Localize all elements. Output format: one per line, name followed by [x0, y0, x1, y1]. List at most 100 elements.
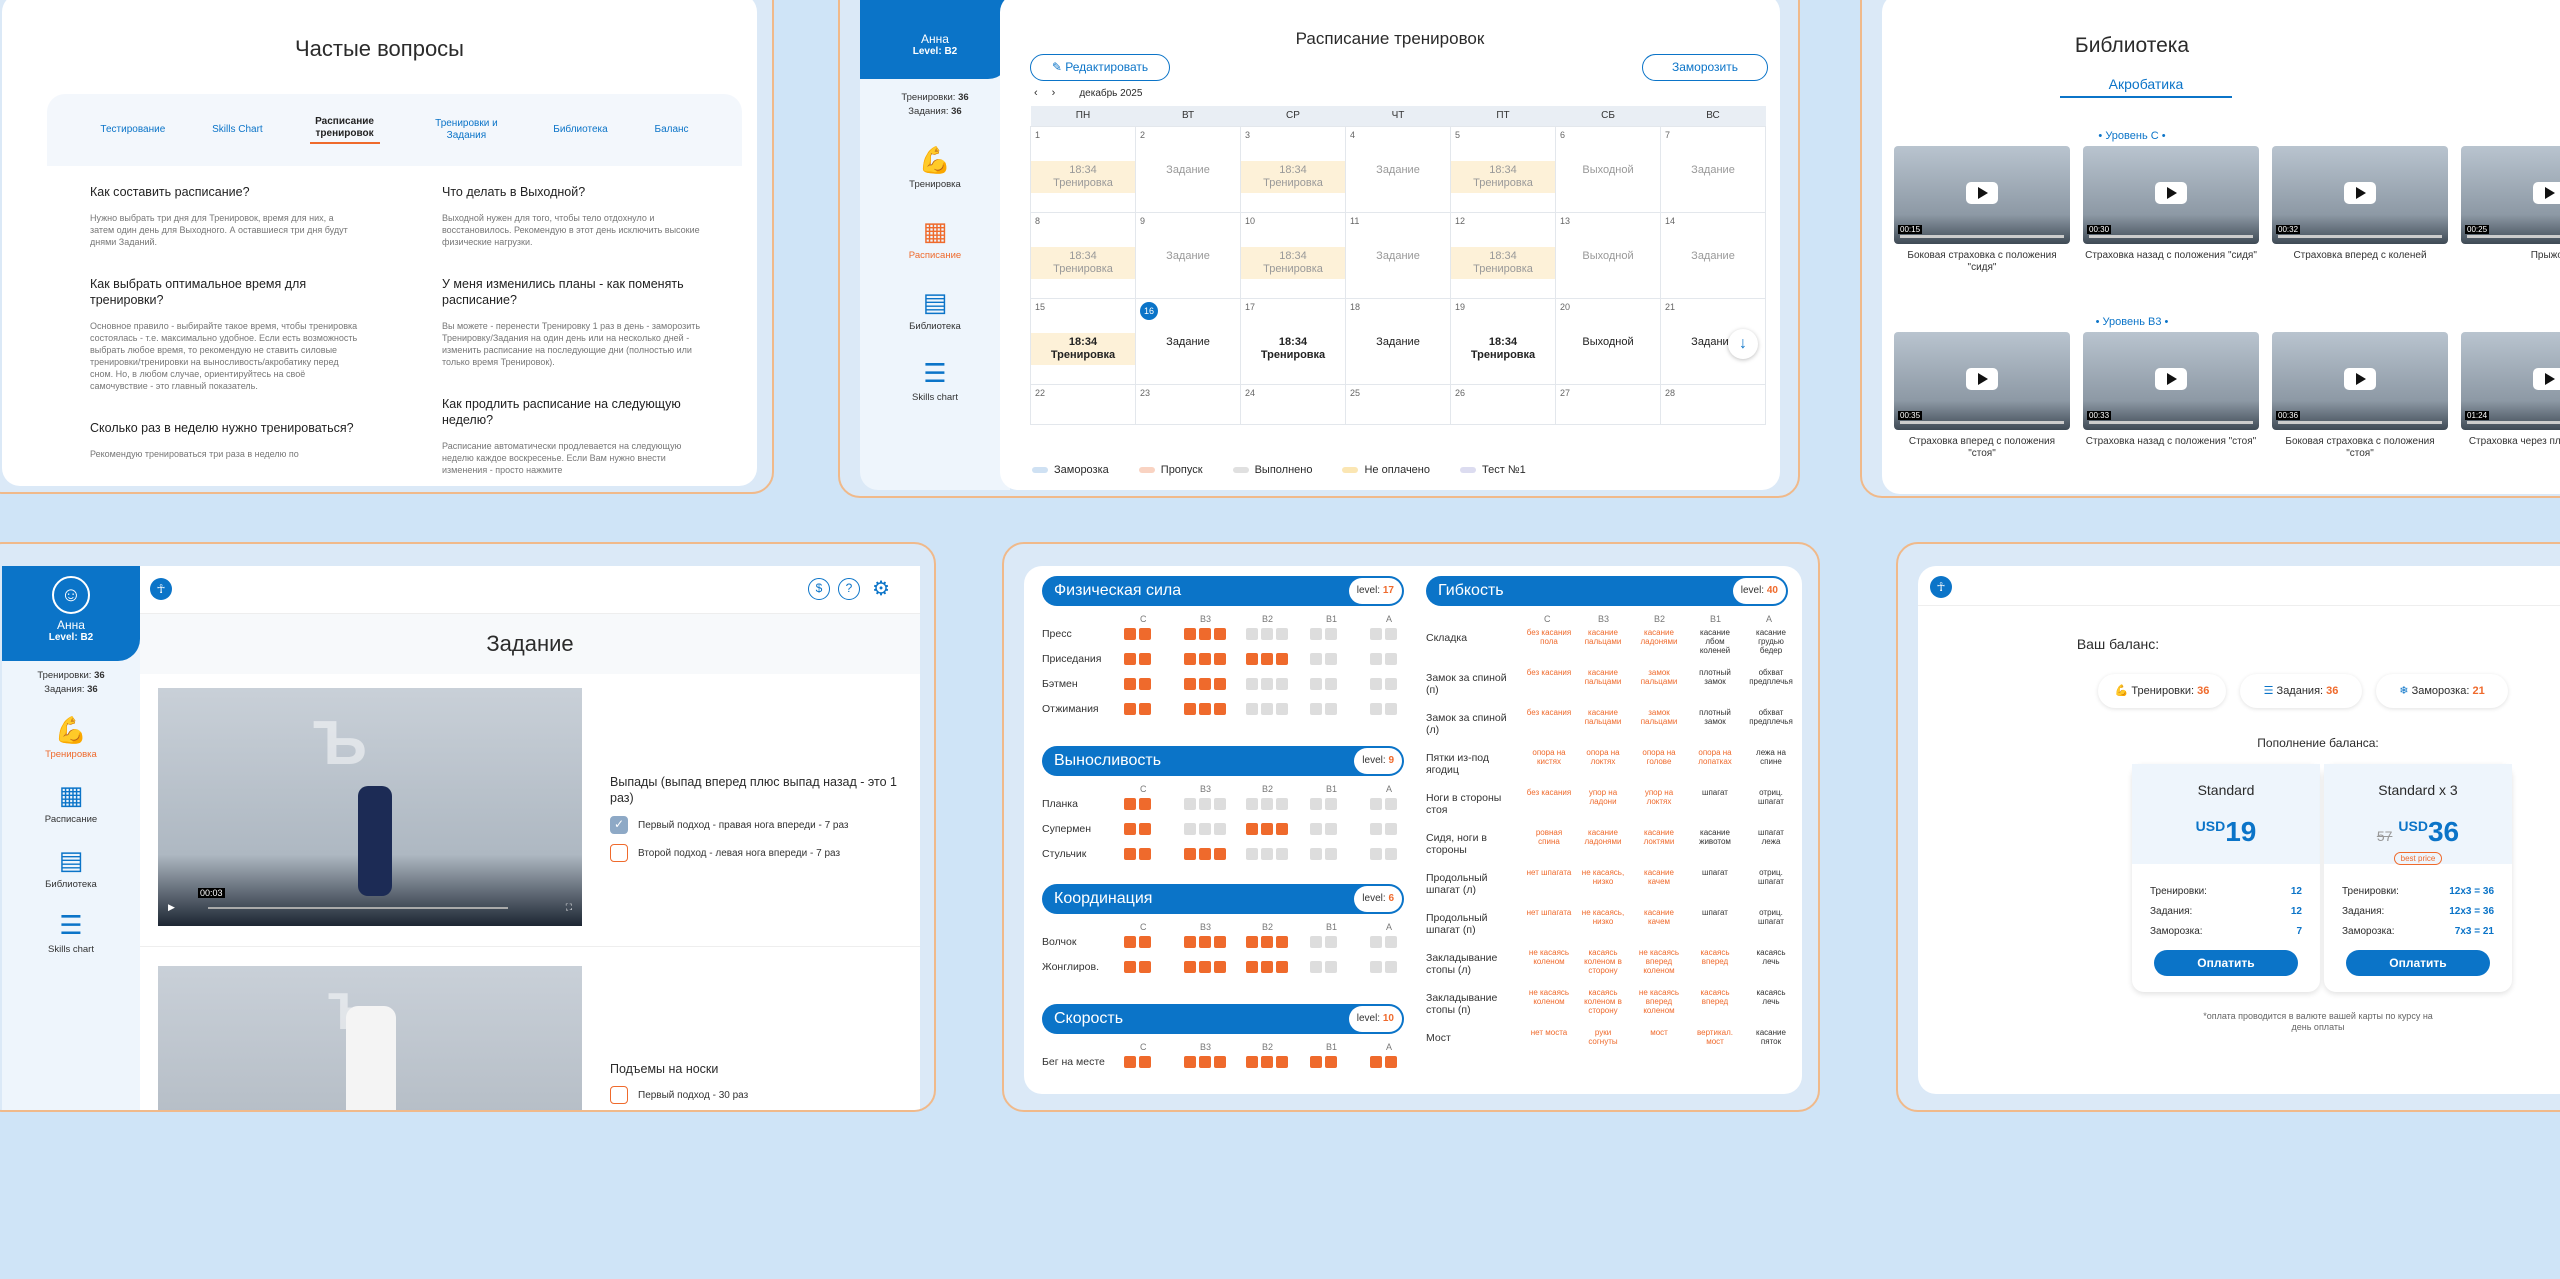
skill-cell[interactable]: [1276, 628, 1288, 640]
skill-cell[interactable]: [1310, 703, 1322, 715]
skill-cell[interactable]: [1124, 703, 1136, 715]
skill-level[interactable]: не касаясь вперед коленом: [1638, 948, 1680, 975]
skill-level[interactable]: отриц. шпагат: [1758, 788, 1784, 806]
skill-cell[interactable]: [1370, 1056, 1382, 1068]
skill-level[interactable]: касаясь лечь: [1756, 948, 1786, 966]
skill-level[interactable]: не касаясь вперед коленом: [1638, 988, 1680, 1015]
skill-cell[interactable]: [1385, 628, 1397, 640]
skill-cell[interactable]: [1276, 653, 1288, 665]
skill-cell[interactable]: [1199, 678, 1211, 690]
skill-cell[interactable]: [1325, 1056, 1337, 1068]
skill-cell[interactable]: [1124, 823, 1136, 835]
logo-icon[interactable]: ☥: [1930, 576, 1952, 598]
dollar-icon[interactable]: $: [808, 578, 830, 600]
skill-cell[interactable]: [1310, 936, 1322, 948]
skill-cell[interactable]: [1139, 1056, 1151, 1068]
tab-trainings[interactable]: Тренировки и Задания: [435, 118, 498, 141]
calendar-day[interactable]: 28: [1660, 383, 1766, 425]
skill-cell[interactable]: [1325, 798, 1337, 810]
skill-level[interactable]: касание пяток: [1756, 1028, 1786, 1046]
skill-cell[interactable]: [1276, 936, 1288, 948]
skill-cell[interactable]: [1124, 1056, 1136, 1068]
skill-cell[interactable]: [1199, 961, 1211, 973]
skill-cell[interactable]: [1199, 653, 1211, 665]
skill-cell[interactable]: [1139, 653, 1151, 665]
skill-cell[interactable]: [1385, 823, 1397, 835]
calendar-day[interactable]: 11 Задание: [1345, 211, 1451, 299]
skill-cell[interactable]: [1261, 961, 1273, 973]
skill-level[interactable]: опора на локтях: [1586, 748, 1620, 766]
skill-cell[interactable]: [1214, 653, 1226, 665]
calendar-day[interactable]: 19 18:34 Тренировка: [1450, 297, 1556, 385]
skill-cell[interactable]: [1261, 703, 1273, 715]
plan-card[interactable]: Standard USD19 Тренировки: 12 Задания: 12 Замо…: [2132, 764, 2320, 992]
skill-cell[interactable]: [1246, 653, 1258, 665]
video-thumbnail[interactable]: 00:33: [2083, 332, 2259, 430]
scroll-down-icon[interactable]: ↓: [1728, 329, 1758, 359]
calendar-day[interactable]: 12 18:34 Тренировка: [1450, 211, 1556, 299]
skill-cell[interactable]: [1246, 936, 1258, 948]
skill-cell[interactable]: [1370, 678, 1382, 690]
nav-training[interactable]: 💪 Тренировка: [860, 145, 1010, 190]
skill-level[interactable]: без касания: [1526, 788, 1572, 797]
chevron-left-icon[interactable]: ‹: [1034, 87, 1038, 99]
skill-cell[interactable]: [1261, 653, 1273, 665]
skill-cell[interactable]: [1325, 653, 1337, 665]
skill-cell[interactable]: [1246, 798, 1258, 810]
skill-level[interactable]: замок пальцами: [1640, 708, 1678, 726]
tab-skills-chart[interactable]: Skills Chart: [212, 124, 263, 135]
calendar-day[interactable]: 18 Задание: [1345, 297, 1451, 385]
skill-level[interactable]: не касаясь, низко: [1581, 908, 1625, 926]
nav-skills-chart[interactable]: ☰ Skills chart: [2, 910, 140, 955]
skill-cell[interactable]: [1261, 1056, 1273, 1068]
exercise-video[interactable]: Ъ: [158, 966, 582, 1110]
skill-level[interactable]: нет моста: [1530, 1028, 1568, 1037]
skill-level[interactable]: плотный замок: [1699, 668, 1731, 686]
skill-level[interactable]: опора на лопатках: [1698, 748, 1732, 766]
video-controls[interactable]: ▶ 00:03 ⛶: [168, 888, 572, 916]
skill-cell[interactable]: [1325, 936, 1337, 948]
calendar-day[interactable]: 17 18:34 Тренировка: [1240, 297, 1346, 385]
skill-cell[interactable]: [1325, 848, 1337, 860]
skill-level[interactable]: без касания: [1526, 668, 1572, 677]
help-icon[interactable]: ?: [838, 578, 860, 600]
calendar-day[interactable]: 22: [1030, 383, 1136, 425]
skill-cell[interactable]: [1246, 703, 1258, 715]
skill-cell[interactable]: [1184, 678, 1196, 690]
skill-cell[interactable]: [1325, 961, 1337, 973]
skill-cell[interactable]: [1325, 703, 1337, 715]
skill-cell[interactable]: [1276, 703, 1288, 715]
calendar-day[interactable]: 6 Выходной: [1555, 125, 1661, 213]
skill-cell[interactable]: [1310, 653, 1322, 665]
video-thumbnail[interactable]: 00:30: [2083, 146, 2259, 244]
video-thumbnail[interactable]: 01:24: [2461, 332, 2560, 430]
calendar-day[interactable]: 3 18:34 Тренировка: [1240, 125, 1346, 213]
play-icon[interactable]: ▶: [168, 902, 175, 912]
skill-level[interactable]: касание грудью бедер: [1756, 628, 1786, 655]
skill-cell[interactable]: [1184, 848, 1196, 860]
skill-level[interactable]: мост: [1650, 1028, 1668, 1037]
skill-cell[interactable]: [1385, 678, 1397, 690]
skill-cell[interactable]: [1310, 823, 1322, 835]
exercise-video[interactable]: Ъ ▶ 00:03 ⛶: [158, 688, 582, 926]
tab-balance[interactable]: Баланс: [654, 124, 689, 135]
skill-cell[interactable]: [1139, 961, 1151, 973]
calendar-day[interactable]: 8 18:34 Тренировка: [1030, 211, 1136, 299]
skill-cell[interactable]: [1199, 703, 1211, 715]
skill-cell[interactable]: [1370, 823, 1382, 835]
skill-cell[interactable]: [1199, 936, 1211, 948]
calendar-day[interactable]: 10 18:34 Тренировка: [1240, 211, 1346, 299]
skill-cell[interactable]: [1214, 848, 1226, 860]
video-thumbnail[interactable]: 00:36: [2272, 332, 2448, 430]
skill-cell[interactable]: [1385, 653, 1397, 665]
skill-cell[interactable]: [1124, 798, 1136, 810]
skill-level[interactable]: касание качем: [1644, 868, 1674, 886]
set-checkbox-1[interactable]: Первый подход - 30 раз: [610, 1086, 900, 1104]
skill-level[interactable]: упор на ладони: [1588, 788, 1618, 806]
skill-cell[interactable]: [1261, 823, 1273, 835]
skill-cell[interactable]: [1214, 823, 1226, 835]
video-thumbnail[interactable]: 00:15: [1894, 146, 2070, 244]
skill-cell[interactable]: [1325, 628, 1337, 640]
skill-cell[interactable]: [1124, 848, 1136, 860]
skill-level[interactable]: касание пальцами: [1584, 708, 1622, 726]
